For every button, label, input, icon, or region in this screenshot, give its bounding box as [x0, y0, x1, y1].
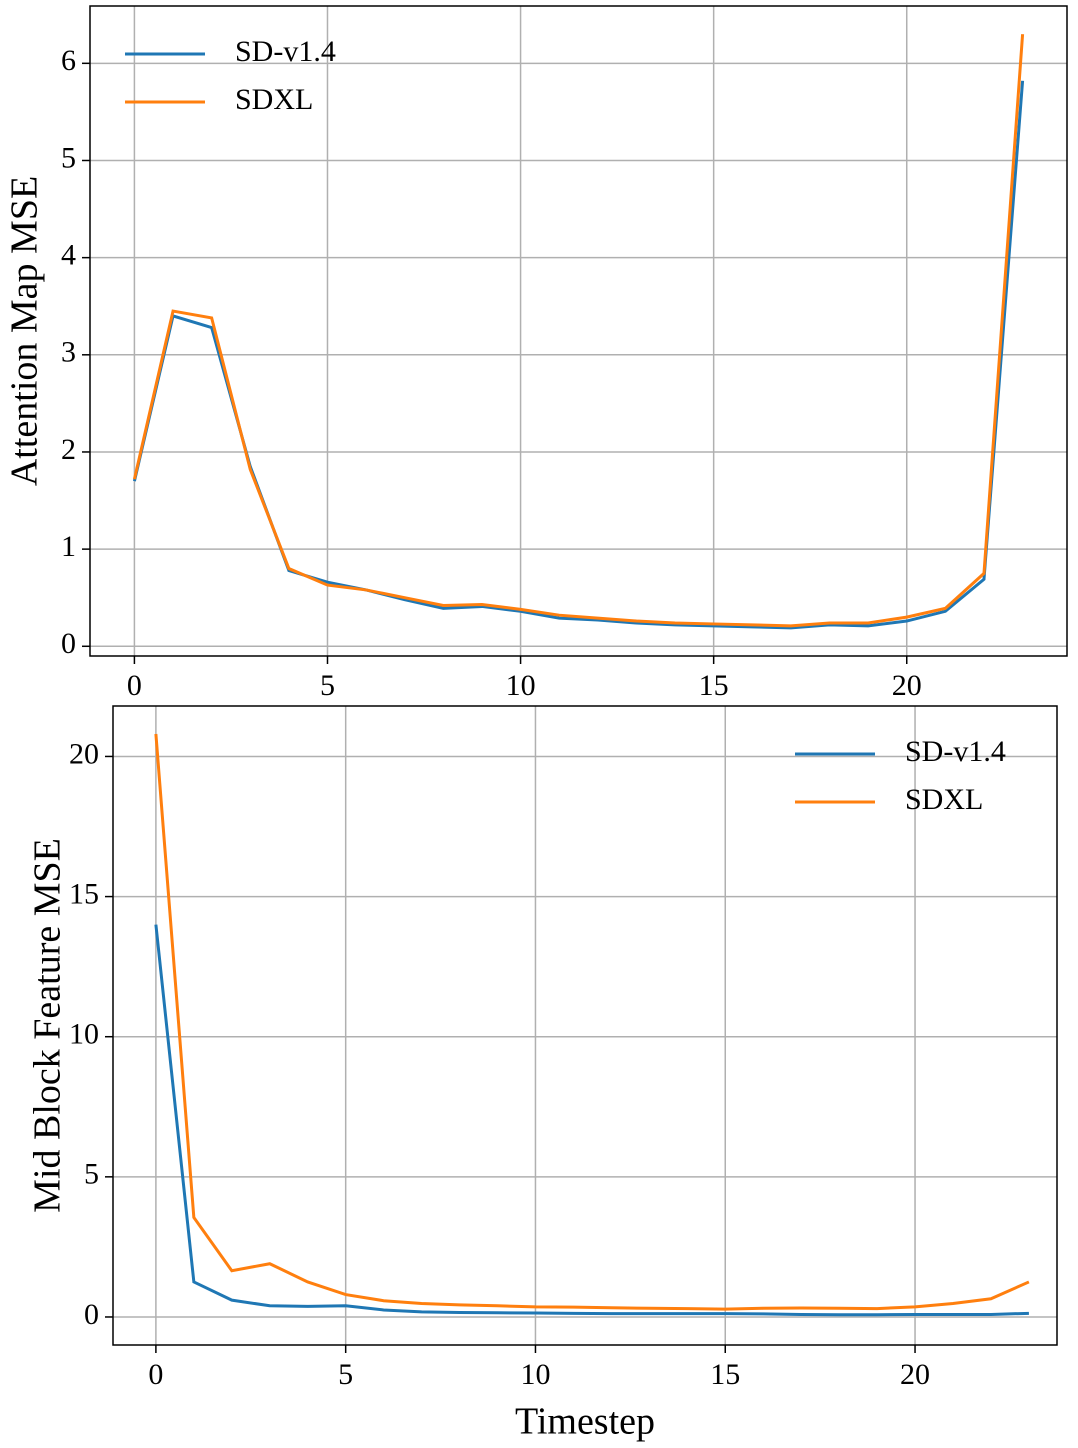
y-axis-label: Mid Block Feature MSE — [27, 838, 69, 1213]
y-tick-label: 15 — [69, 877, 99, 910]
plot-frame — [112, 705, 1058, 1346]
line — [132, 34, 1025, 628]
legend-label: SD-v1.4 — [235, 35, 336, 68]
plot-frame — [89, 5, 1068, 657]
y-tick-label: 0 — [84, 1298, 99, 1331]
line — [154, 924, 1029, 1317]
x-tick-label: 10 — [506, 669, 536, 702]
y-tick-label: 20 — [69, 737, 99, 770]
y-tick-label: 1 — [61, 530, 76, 563]
x-tick-label: 15 — [710, 1358, 740, 1391]
x-tick-label: 20 — [900, 1358, 930, 1391]
x-axis-label: Timestep — [515, 1401, 655, 1443]
legend-label: SD-v1.4 — [905, 735, 1006, 768]
x-tick-label: 0 — [148, 1358, 163, 1391]
x-tick-label: 0 — [127, 669, 142, 702]
x-tick-label: 15 — [699, 669, 729, 702]
x-tick-label: 5 — [320, 669, 335, 702]
x-tick-label: 20 — [892, 669, 922, 702]
x-tick-label: 10 — [520, 1358, 550, 1391]
y-tick-label: 5 — [84, 1158, 99, 1191]
x-tick-label: 5 — [338, 1358, 353, 1391]
y-tick-label: 6 — [61, 44, 76, 77]
y-axis-label: Attention Map MSE — [4, 176, 46, 486]
line — [154, 733, 1030, 1311]
y-tick-label: 4 — [61, 239, 76, 272]
legend-label: SDXL — [235, 83, 313, 116]
y-tick-label: 5 — [61, 141, 76, 174]
y-tick-label: 3 — [61, 336, 76, 369]
y-tick-label: 10 — [69, 1018, 99, 1051]
y-tick-label: 2 — [61, 433, 76, 466]
legend-label: SDXL — [905, 783, 983, 816]
y-tick-label: 0 — [61, 627, 76, 660]
